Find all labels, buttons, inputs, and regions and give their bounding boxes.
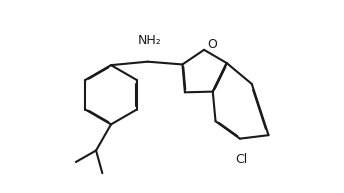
- Text: O: O: [207, 38, 217, 51]
- Text: Cl: Cl: [236, 153, 248, 166]
- Text: NH₂: NH₂: [138, 34, 161, 47]
